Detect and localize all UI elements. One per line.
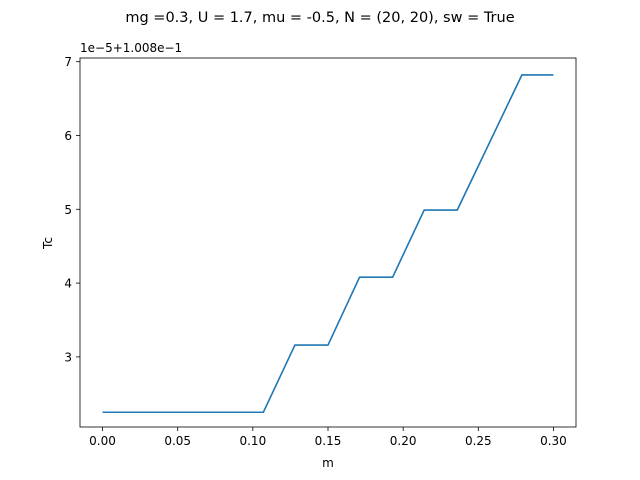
plot-area: 0.00 0.05 0.10 0.15 0.20 0.25 0.30 3 4 5 6 7 xyxy=(64,55,577,448)
x-tick-label: 0.25 xyxy=(465,434,492,448)
x-tick-label: 0.05 xyxy=(164,434,191,448)
y-tick-label: 4 xyxy=(64,277,72,291)
y-tick-label: 3 xyxy=(64,350,72,364)
y-offset-text: 1e−5+1.008e−1 xyxy=(80,41,182,55)
series-line-0 xyxy=(102,74,554,414)
y-tick-label: 6 xyxy=(64,129,72,143)
y-tick-label: 7 xyxy=(64,55,72,69)
x-tick-label: 0.30 xyxy=(540,434,567,448)
x-axis-label: m xyxy=(322,456,334,470)
x-tick-label: 0.20 xyxy=(390,434,417,448)
x-tick-label: 0.15 xyxy=(315,434,342,448)
y-tick-label: 5 xyxy=(64,203,72,217)
x-tick-label: 0.00 xyxy=(89,434,116,448)
chart-title: mg =0.3, U = 1.7, mu = -0.5, N = (20, 20… xyxy=(125,10,514,26)
x-tick-label: 0.10 xyxy=(239,434,266,448)
y-axis-label: Tc xyxy=(41,237,55,250)
